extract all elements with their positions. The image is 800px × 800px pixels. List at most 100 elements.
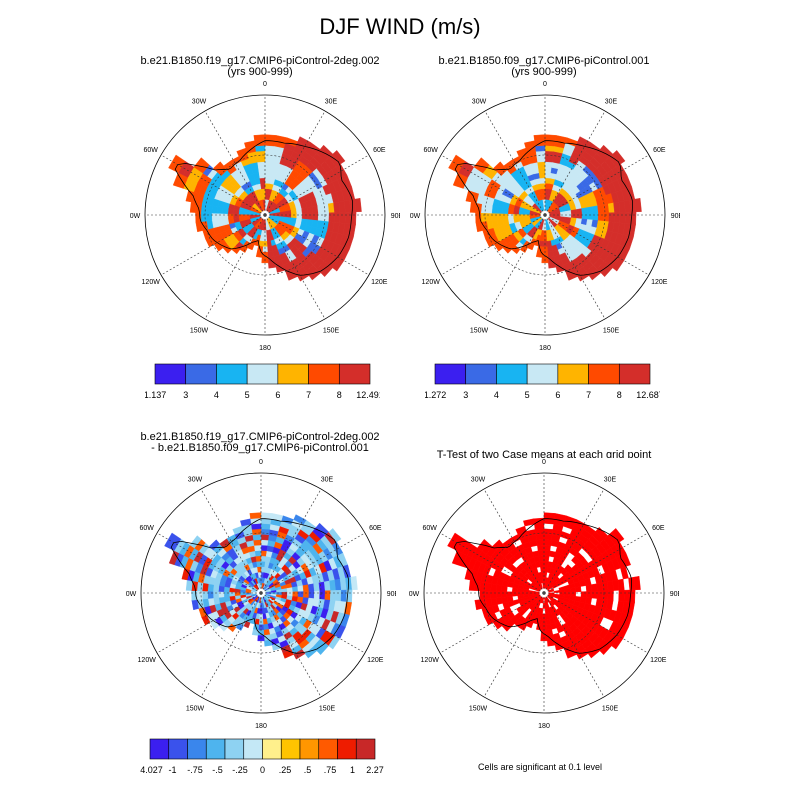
colorbar-swatch [168, 738, 188, 760]
panel3-title-line2: - b.e21.B1850.f09_g17.CMIP6-piControl.00… [151, 442, 369, 454]
grid-cell [211, 212, 218, 221]
grid-cell [473, 157, 486, 171]
panel3-title-line1: b.e21.B1850.f19_g17.CMIP6-piControl-2deg… [140, 431, 380, 443]
colorbar-swatch [318, 738, 338, 760]
grid-cell [255, 150, 266, 157]
map-boundary [424, 94, 666, 336]
grid-cell [207, 590, 214, 599]
longitude-label: 0 [259, 459, 263, 466]
colorbar-swatch [277, 363, 309, 385]
data-cells [447, 512, 641, 660]
colorbar-case2: 1.272 3 4 5 6 7 8 12.687 [425, 363, 660, 400]
grid-cell [543, 533, 553, 541]
longitude-label: 120W [142, 279, 161, 286]
grid-cell [227, 213, 234, 220]
longitude-label: 180 [259, 345, 271, 350]
longitude-label: 150W [469, 705, 488, 712]
longitude-label: 30E [321, 477, 334, 484]
grid-cell [301, 213, 308, 220]
grid-cell [634, 197, 642, 213]
grid-cell [491, 212, 498, 221]
colorbar-label: 2.27 [366, 765, 384, 775]
grid-cell [468, 579, 476, 591]
grid-cell [534, 523, 545, 530]
grid-cell [619, 211, 626, 224]
grid-cell [591, 590, 598, 599]
longitude-label: 90E [391, 213, 400, 220]
grid-cell [576, 208, 583, 215]
grid-cell [607, 590, 614, 601]
grid-cell [296, 213, 303, 220]
longitude-label: 120E [651, 279, 668, 286]
grid-cell [319, 590, 326, 600]
longitude-label: 30E [604, 477, 617, 484]
grid-cell [302, 584, 310, 592]
grid-cell [547, 245, 553, 253]
colorbar-swatch [185, 363, 217, 385]
colorbar-swatch [224, 738, 245, 760]
grid-cell [292, 591, 299, 598]
grid-cell [191, 590, 198, 601]
grid-cell [623, 589, 630, 603]
grid-cell [212, 591, 219, 599]
parallel-line [200, 532, 322, 654]
colorbar-label: 6 [275, 390, 280, 400]
colorbar-label: 4 [214, 390, 219, 400]
grid-cell [544, 155, 554, 163]
grid-cell [603, 212, 610, 222]
grid-cell [260, 544, 268, 552]
grid-cell [536, 155, 546, 163]
grid-cell [264, 639, 273, 647]
longitude-label: 60W [423, 147, 438, 154]
colorbar-case1: 1.137 3 4 5 6 7 8 12.491 [145, 363, 380, 400]
colorbar-label: 12.491 [356, 390, 380, 400]
colorbar-label: 1.137 [145, 390, 166, 400]
grid-cell [543, 539, 552, 546]
grid-cell [546, 623, 552, 631]
grid-cell [257, 571, 262, 578]
grid-cell [555, 264, 566, 273]
grid-cell [592, 212, 599, 221]
grid-cell [260, 539, 269, 546]
grid-cell [264, 161, 273, 168]
grid-cell [264, 145, 275, 152]
colorbar-swatch [280, 738, 301, 760]
colorbar-label: 7 [586, 390, 591, 400]
longitude-label: 60E [653, 147, 666, 154]
grid-cell [212, 584, 220, 592]
grid-cell [222, 213, 229, 220]
colorbar-label: -.25 [232, 765, 248, 775]
grid-cell [485, 590, 492, 600]
grid-cell [313, 590, 320, 600]
grid-cell [513, 213, 519, 219]
grid-cell [229, 591, 235, 597]
longitude-label: 60W [422, 525, 437, 532]
grid-cell [296, 208, 303, 215]
grid-cell [251, 629, 259, 636]
longitude-label: 60E [373, 147, 386, 154]
colorbar-swatch [465, 363, 497, 385]
grid-cell [469, 201, 477, 213]
grid-cell [591, 583, 598, 592]
longitude-label: 30W [188, 477, 203, 484]
longitude-label: 150E [603, 327, 620, 334]
grid-cell [196, 590, 203, 600]
colorbar-swatch [262, 738, 282, 760]
grid-cell [540, 571, 545, 578]
longitude-label: 120W [422, 279, 441, 286]
grid-cell [271, 642, 282, 651]
grid-cell [496, 213, 503, 221]
grid-cell [297, 591, 304, 598]
grid-cell [256, 560, 262, 568]
grid-cell [350, 575, 358, 591]
grid-cell [617, 578, 625, 591]
colorbar-label: .75 [324, 765, 337, 775]
colorbar-label: 3 [183, 390, 188, 400]
grid-cell [223, 591, 230, 598]
grid-cell [263, 623, 269, 631]
longitude-label: 90W [126, 591, 137, 598]
grid-cell [264, 166, 272, 174]
colorbar-swatch [154, 363, 187, 385]
panel4-title-line1: T-Test of two Case means at each grid po… [436, 449, 652, 461]
grid-cell [193, 157, 206, 171]
